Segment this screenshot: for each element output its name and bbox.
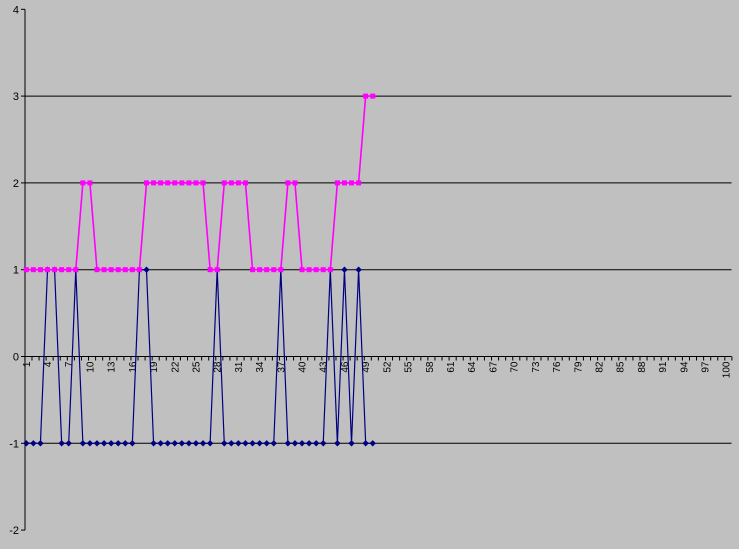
y-axis-label: -1	[9, 438, 19, 450]
x-axis-label: 58	[425, 361, 436, 373]
x-axis-label: 10	[85, 361, 96, 373]
x-axis-label: 67	[488, 361, 499, 373]
x-axis-label: 73	[531, 361, 542, 373]
x-axis-label: 100	[722, 361, 733, 378]
x-axis-label: 4	[43, 361, 54, 367]
y-axis-label: 3	[13, 91, 19, 103]
y-axis-label: 4	[13, 4, 19, 16]
series-magenta-series	[23, 93, 376, 273]
x-axis-label: 19	[149, 361, 160, 373]
x-axis-label: 88	[637, 361, 648, 373]
x-axis-label: 7	[64, 361, 75, 367]
y-axis-label: 2	[13, 178, 19, 190]
x-axis-label: 82	[594, 361, 605, 373]
x-axis-label: 28	[213, 361, 224, 373]
x-axis-label: 40	[298, 361, 309, 373]
x-axis-label: 55	[404, 361, 415, 373]
x-axis-label: 49	[361, 361, 372, 373]
x-axis-label: 43	[319, 361, 330, 373]
x-axis-label: 22	[170, 361, 181, 373]
y-axis-label: 0	[13, 352, 19, 364]
x-axis-label: 70	[510, 361, 521, 373]
x-axis-label: 46	[340, 361, 351, 373]
x-axis-label: 97	[701, 361, 712, 373]
x-axis-label: 64	[467, 361, 478, 373]
series-markers-magenta-series	[23, 93, 376, 273]
x-axis-label: 76	[552, 361, 563, 373]
x-axis-label: 85	[616, 361, 627, 373]
x-axis-label: 16	[128, 361, 139, 373]
x-axis-label: 94	[679, 361, 690, 373]
x-axis-label: 34	[255, 361, 266, 373]
x-axis: 1 4 7 10 13 16 19 22 25 28 31 34 37 40 43 46 49 52 55 58 61 6…	[22, 356, 733, 378]
x-axis-label: 31	[234, 361, 245, 373]
x-axis-label: 37	[276, 361, 287, 373]
y-axis-label: -2	[9, 525, 19, 537]
y-axis-label: 1	[13, 265, 19, 277]
x-axis-label: 61	[446, 361, 457, 373]
x-axis-label: 52	[382, 361, 393, 373]
x-axis-label: 79	[573, 361, 584, 373]
x-axis-label: 25	[191, 361, 202, 373]
x-axis-label: 91	[658, 361, 669, 373]
x-axis-label: 1	[22, 361, 33, 367]
x-axis-label: 13	[107, 361, 118, 373]
